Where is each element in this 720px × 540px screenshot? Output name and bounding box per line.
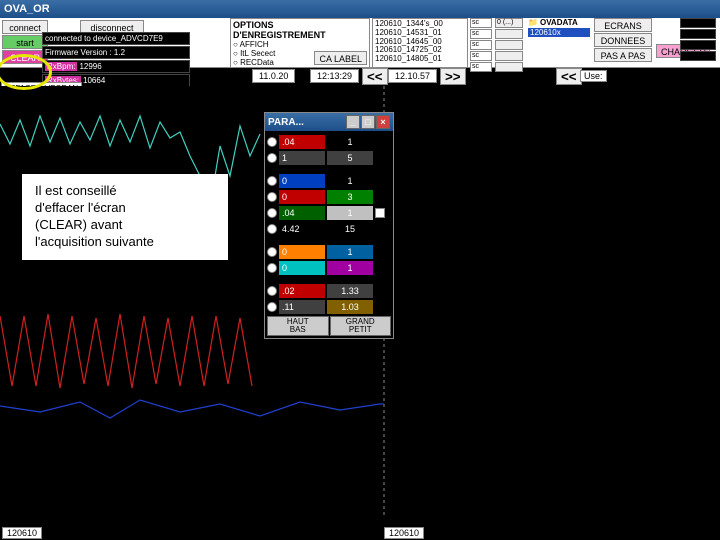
close-icon[interactable]: × bbox=[376, 115, 390, 129]
para-left-value: .11 bbox=[279, 300, 325, 314]
ecrans-button[interactable]: ECRANS bbox=[594, 18, 652, 32]
sc-cell: sc bbox=[470, 40, 492, 50]
para-left-value: 0 bbox=[279, 174, 325, 188]
pasapas-button[interactable]: PAS A PAS bbox=[594, 48, 652, 62]
ovadata-folder[interactable]: OVADATA bbox=[540, 18, 578, 27]
para-dot-icon[interactable] bbox=[267, 224, 277, 234]
para-checkbox[interactable] bbox=[375, 208, 385, 218]
minimize-icon[interactable]: _ bbox=[346, 115, 360, 129]
para-left-value: .02 bbox=[279, 284, 325, 298]
para-left-value: .04 bbox=[279, 206, 325, 220]
para-dot-icon[interactable] bbox=[267, 286, 277, 296]
window-titlebar: OVA_OR bbox=[0, 0, 720, 18]
time-right-label: 12:13:29 bbox=[310, 69, 359, 83]
sc-cell: sc bbox=[470, 51, 492, 61]
window-title: OVA_OR bbox=[4, 3, 50, 15]
para-dot-icon[interactable] bbox=[267, 247, 277, 257]
sc-cell: sc bbox=[470, 29, 492, 39]
footer-right: 120610 bbox=[384, 527, 424, 539]
para-right-value: 1 bbox=[327, 261, 373, 275]
para-row[interactable]: 15 bbox=[267, 150, 391, 165]
sc-cell: sc bbox=[470, 18, 492, 28]
nav-prev-button[interactable]: << bbox=[556, 68, 582, 85]
para-left-value: 0 bbox=[279, 261, 325, 275]
para-dot-icon[interactable] bbox=[267, 192, 277, 202]
para-right-value: 1 bbox=[327, 206, 373, 220]
para-row[interactable]: 01 bbox=[267, 260, 391, 275]
para-dot-icon[interactable] bbox=[267, 153, 277, 163]
status-line: connected to device_ADVCD7E9 bbox=[42, 32, 190, 45]
para-right-value: 15 bbox=[327, 222, 373, 236]
para-right-value: 1.03 bbox=[327, 300, 373, 314]
top-toolbar: connect start CLEAR disconnect connected… bbox=[0, 18, 720, 68]
para-dot-icon[interactable] bbox=[267, 176, 277, 186]
blackbox bbox=[680, 40, 716, 50]
time-mid: 12.10.57 bbox=[388, 69, 437, 83]
para-body: .041150103.0414.42150101.021.33.111.03HA… bbox=[265, 131, 393, 338]
para-dot-icon[interactable] bbox=[267, 208, 277, 218]
para-row[interactable]: 4.4215 bbox=[267, 221, 391, 236]
para-right-value: 1.33 bbox=[327, 284, 373, 298]
file-item[interactable]: 120610_14805_01 bbox=[375, 55, 465, 64]
para-dot-icon[interactable] bbox=[267, 302, 277, 312]
para-row[interactable]: 01 bbox=[267, 173, 391, 188]
para-window[interactable]: PARA... _ □ × .041150103.0414.42150101.0… bbox=[264, 112, 394, 339]
para-left-value: .04 bbox=[279, 135, 325, 149]
donnees-button[interactable]: DONNEES bbox=[594, 33, 652, 47]
para-dot-icon[interactable] bbox=[267, 137, 277, 147]
blackbox bbox=[680, 18, 716, 28]
para-titlebar[interactable]: PARA... _ □ × bbox=[265, 113, 393, 131]
d-cell bbox=[495, 51, 523, 61]
blackbox bbox=[680, 29, 716, 39]
para-row[interactable]: .111.03 bbox=[267, 299, 391, 314]
d-cell bbox=[495, 29, 523, 39]
use-label: Use: bbox=[580, 70, 607, 82]
para-haut-bas-button[interactable]: HAUTBAS bbox=[267, 316, 329, 336]
para-grand-petit-button[interactable]: GRANDPETIT bbox=[330, 316, 392, 336]
para-right-value: 1 bbox=[327, 174, 373, 188]
options-title: OPTIONS D'ENREGISTREMENT bbox=[233, 20, 367, 40]
para-left-value: 0 bbox=[279, 245, 325, 259]
file-list[interactable]: 120610_1344's_00 120610_14531_01 120610_… bbox=[372, 18, 468, 68]
para-left-value: 4.42 bbox=[279, 222, 325, 236]
selected-file[interactable]: 120610x bbox=[528, 28, 590, 37]
opt-affich[interactable]: ○ AFFICH bbox=[233, 40, 367, 49]
firmware-line: Firmware Version : 1.2 bbox=[42, 46, 190, 59]
seek-prev-button[interactable]: << bbox=[362, 68, 388, 85]
time-left: 11.0.20 bbox=[252, 69, 295, 83]
footer: 120610 120610 bbox=[0, 524, 720, 540]
para-row[interactable]: .041 bbox=[267, 205, 391, 220]
para-left-value: 1 bbox=[279, 151, 325, 165]
footer-left: 120610 bbox=[2, 527, 42, 539]
options-box: OPTIONS D'ENREGISTREMENT ○ AFFICH ○ ItL … bbox=[230, 18, 370, 68]
para-row[interactable]: 03 bbox=[267, 189, 391, 204]
para-dot-icon[interactable] bbox=[267, 263, 277, 273]
para-right-value: 1 bbox=[327, 245, 373, 259]
ca-label-button[interactable]: CA LABEL bbox=[314, 51, 367, 65]
para-row[interactable]: .021.33 bbox=[267, 283, 391, 298]
para-row[interactable]: 01 bbox=[267, 244, 391, 259]
maximize-icon[interactable]: □ bbox=[361, 115, 375, 129]
callout-box: Il est conseillé d'effacer l'écran (CLEA… bbox=[22, 174, 228, 260]
d-cell bbox=[495, 40, 523, 50]
blackbox bbox=[680, 51, 716, 61]
time-bar: 11.0.20 12:13:29 << 12.10.57 >> << Use: bbox=[0, 68, 720, 84]
para-row[interactable]: .041 bbox=[267, 134, 391, 149]
d-cell: 0 (...) bbox=[495, 18, 523, 28]
para-left-value: 0 bbox=[279, 190, 325, 204]
seek-next-button[interactable]: >> bbox=[440, 68, 466, 85]
para-right-value: 3 bbox=[327, 190, 373, 204]
para-right-value: 5 bbox=[327, 151, 373, 165]
folder-icon: 📁 bbox=[528, 18, 538, 27]
para-right-value: 1 bbox=[327, 135, 373, 149]
